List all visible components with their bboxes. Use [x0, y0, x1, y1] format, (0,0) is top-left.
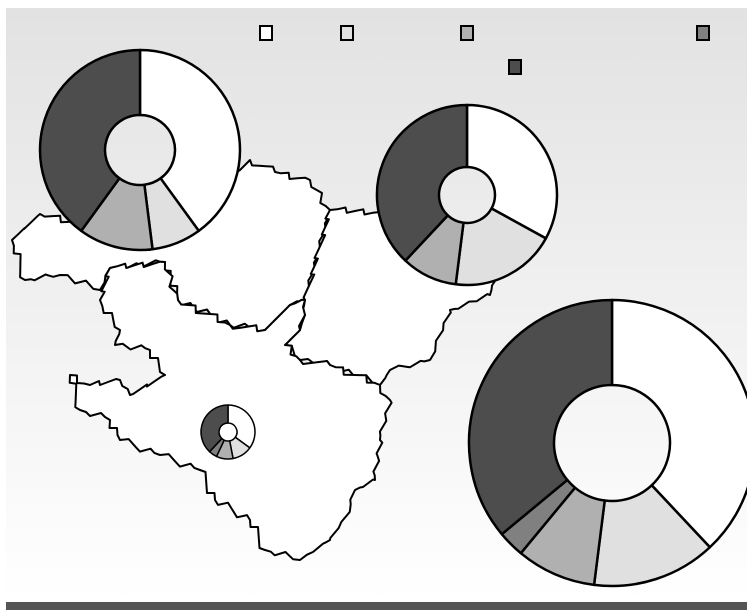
bottom-bar [6, 602, 747, 610]
donut-segment [200, 404, 229, 453]
donut-segment [38, 48, 142, 233]
legend [259, 25, 710, 75]
donut-segment [375, 103, 469, 262]
legend-swatch [340, 25, 354, 41]
donut-segment [465, 103, 559, 240]
legend-swatch [460, 25, 474, 41]
donut-segment [138, 48, 242, 233]
legend-swatch [696, 25, 710, 41]
donut-segment [227, 404, 256, 449]
donut-charts [38, 48, 747, 588]
donut-segment [610, 298, 747, 549]
donut-segment [467, 298, 614, 536]
donut-segment [454, 207, 548, 287]
legend-swatch [259, 25, 273, 41]
legend-swatch [508, 59, 522, 75]
